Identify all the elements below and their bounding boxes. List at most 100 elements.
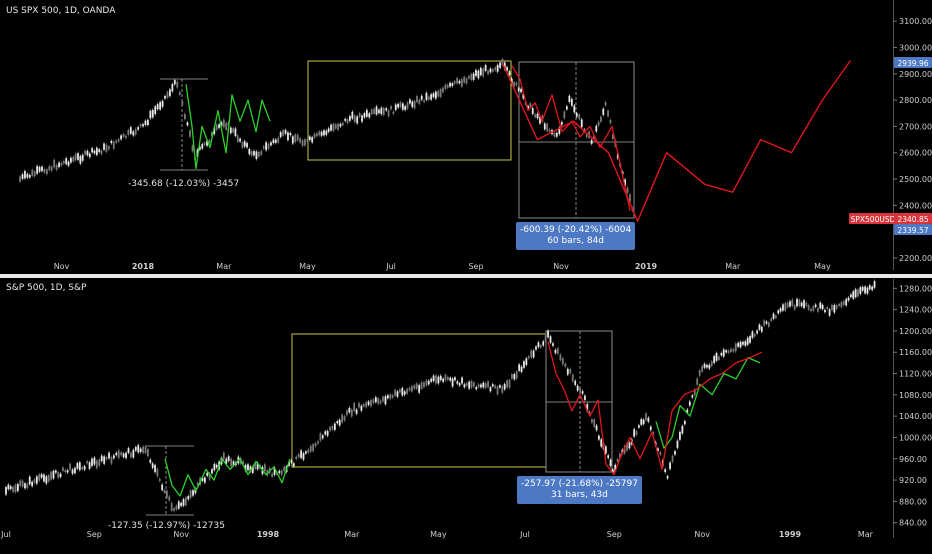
top-candle-body <box>164 96 166 99</box>
bottom-candle-body <box>864 286 866 294</box>
bottom-candle-body <box>127 448 130 454</box>
bottom-candle-body <box>71 469 74 474</box>
bottom-candle-body <box>866 287 869 294</box>
bottom-candle-body <box>633 429 636 437</box>
bottom-candle-body <box>297 454 300 458</box>
top-candle-body <box>284 129 287 134</box>
top-candle-body <box>84 150 86 155</box>
top-candle-body <box>171 84 174 92</box>
bottom-candle-body <box>586 403 589 412</box>
bottom-candle-body <box>547 330 549 338</box>
top-candle-body <box>489 68 492 73</box>
top-candle-body <box>234 128 237 137</box>
top-candle-body <box>308 136 311 141</box>
top-symbol-price-tag-bg <box>894 213 932 224</box>
bottom-candle-body <box>722 349 725 357</box>
bottom-candle-body <box>112 455 115 459</box>
bottom-candle-body <box>249 466 252 472</box>
top-candle-body <box>45 169 48 175</box>
top-measure-right-line2: 60 bars, 84d <box>547 236 605 246</box>
top-candle-body <box>236 135 239 142</box>
bottom-candle-body <box>14 484 17 493</box>
bottom-candle-body <box>679 431 681 440</box>
bottom-candle-body <box>674 451 676 455</box>
top-candle-body <box>363 113 366 118</box>
bottom-candle-body <box>845 299 848 306</box>
bottom-candle-body <box>247 464 249 471</box>
top-candle-body <box>183 114 186 120</box>
top-range-box <box>307 60 512 161</box>
bottom-candle-body <box>749 336 751 343</box>
top-candle-body <box>543 123 546 130</box>
bottom-candle-body <box>691 395 694 398</box>
bottom-candle-body <box>40 474 43 478</box>
top-candle-body <box>93 150 96 154</box>
bottom-candle-body <box>110 456 113 464</box>
top-y-tick-label: 3100.00 <box>899 17 932 26</box>
panel-divider[interactable] <box>0 274 932 278</box>
bottom-candle-body <box>649 426 652 431</box>
top-candle-body <box>513 82 515 87</box>
bottom-candle-body <box>26 483 29 489</box>
bottom-candle-body <box>206 472 209 476</box>
bottom-candle-body <box>91 458 93 466</box>
top-candle-body <box>318 131 321 136</box>
bottom-candle-body <box>21 480 24 487</box>
bottom-candle-body <box>177 501 180 509</box>
top-drop-box <box>518 61 635 219</box>
bottom-candle-body <box>686 409 689 413</box>
top-candle-body <box>479 67 482 76</box>
bottom-candle-body <box>861 286 864 291</box>
bottom-candle-body <box>33 479 36 483</box>
bottom-candle-body <box>103 456 106 464</box>
top-candle-body <box>597 121 600 126</box>
top-candle-body <box>612 134 614 140</box>
bottom-candle-body <box>88 462 91 469</box>
bottom-candle-body <box>343 416 346 421</box>
bottom-candle-body <box>647 417 650 422</box>
top-candle-body <box>222 119 225 128</box>
top-candle-body <box>289 133 292 136</box>
top-candle-body <box>107 146 110 150</box>
bottom-candle-body <box>784 303 787 311</box>
bottom-candle-body <box>367 401 370 406</box>
bottom-candle-body <box>770 318 773 321</box>
bottom-candle-body <box>278 470 281 474</box>
top-low-price-tag-bg <box>894 224 932 235</box>
top-candle-body <box>43 168 46 173</box>
bottom-candle-body <box>396 391 399 397</box>
bottom-candle-body <box>559 354 562 361</box>
bottom-candle-body <box>430 378 433 382</box>
bottom-candle-body <box>232 461 235 466</box>
top-candle-body <box>365 109 368 117</box>
bottom-candle-body <box>314 443 317 447</box>
bottom-green-overlay-2 <box>655 356 761 449</box>
top-candle-body <box>463 76 466 83</box>
bottom-candle-body <box>158 478 161 481</box>
top-candle-body <box>178 91 181 95</box>
top-candle-body <box>115 140 118 143</box>
bottom-candle-body <box>389 394 392 399</box>
top-candle-body <box>125 135 127 139</box>
top-candle-body <box>361 115 363 122</box>
bottom-candle-body <box>852 291 855 299</box>
bottom-candle-body <box>494 385 497 389</box>
bottom-candle-body <box>671 455 674 462</box>
bottom-x-tick-label: 1998 <box>257 530 280 539</box>
bottom-x-tick-label: 1999 <box>779 530 802 539</box>
bottom-candle-body <box>835 305 838 309</box>
bottom-candle-body <box>532 350 535 358</box>
bottom-measure-right-box: -257.97 (-21.68%) -25797 31 bars, 43d <box>517 476 642 504</box>
bottom-candle-body <box>859 287 862 294</box>
top-candle-body <box>351 111 354 119</box>
top-candle-body <box>595 125 598 132</box>
overlay-layer <box>164 60 851 497</box>
bottom-candle-body <box>324 431 327 435</box>
bottom-candle-body <box>413 385 416 389</box>
top-candle-body <box>409 99 411 104</box>
bottom-candle-body <box>515 371 518 379</box>
bottom-candle-body <box>271 473 274 477</box>
top-x-tick-label: Jul <box>385 262 396 271</box>
bottom-candle-body <box>810 309 812 312</box>
